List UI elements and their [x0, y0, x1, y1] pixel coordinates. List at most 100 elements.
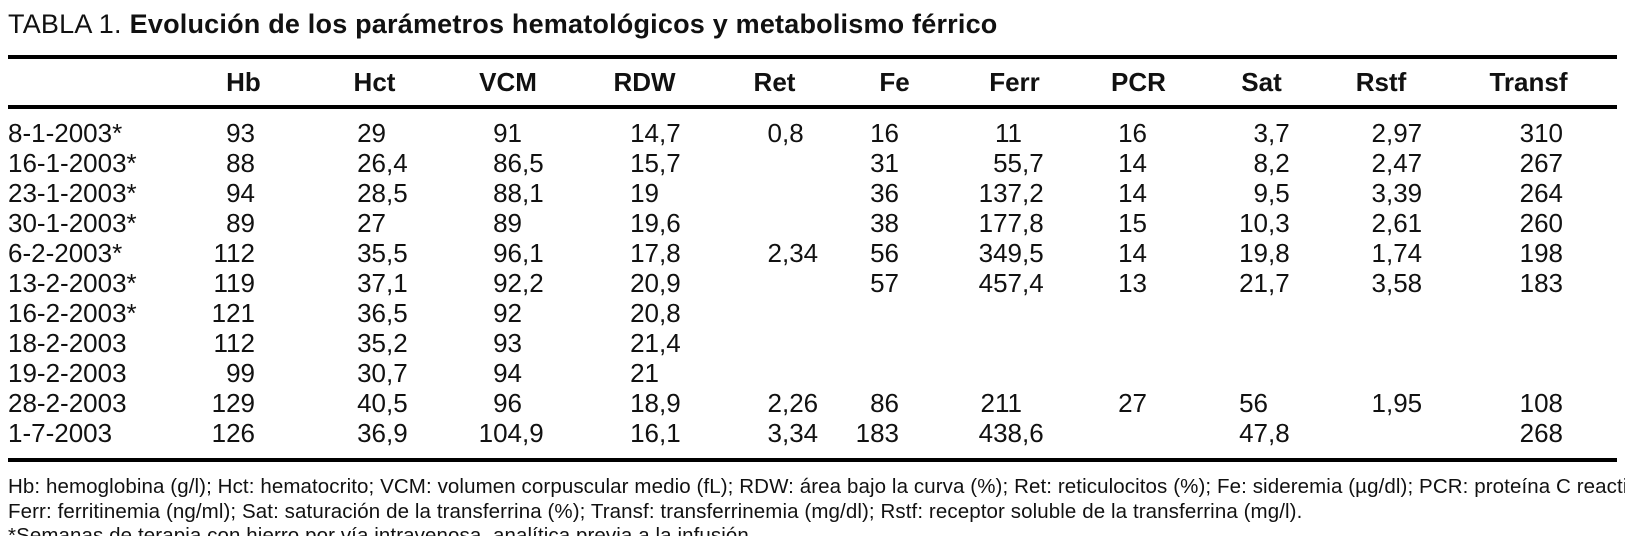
table-cell: 3,7 [1253, 118, 1290, 148]
row-label: 1-7-2003 [8, 418, 113, 448]
table-cell: 31 [870, 148, 899, 178]
header-row: Hb Hct VCM RDW Ret Fe Ferr PCR Sat Rstf Transf [8, 57, 1617, 109]
table-cell: 16 [1118, 118, 1147, 148]
table-cell [1076, 328, 1201, 358]
table-cell [1201, 358, 1322, 388]
table-cell: 19,8 [1239, 238, 1290, 268]
table-cell: 93 [226, 118, 255, 148]
table-row: 6-2-2003* 112 35,5 96,1 17,8 2,34 56 349,5 14 19,… [8, 238, 1617, 268]
table-cell: 86,5 [493, 148, 544, 178]
table-cell: 11 [995, 118, 1022, 148]
table-cell [1322, 418, 1440, 460]
table-cell: 14,7 [630, 118, 681, 148]
table-number-label: TABLA 1. [8, 9, 122, 39]
table-cell: 3,34 [767, 418, 819, 448]
table-cell: 19,6 [630, 208, 681, 238]
table-row: 8-1-2003* 93 29 91 14,7 0,8 16 11 16 3,7 2,97 310 [8, 107, 1617, 148]
table-cell: 13 [1118, 268, 1147, 298]
table-cell: 36,9 [357, 418, 408, 448]
table-cell: 2,34 [767, 238, 819, 268]
table-cell: 2,61 [1371, 208, 1423, 238]
table-cell: 96 [493, 388, 522, 418]
row-label: 16-1-2003* [8, 148, 137, 178]
table-cell: 121 [211, 298, 255, 328]
column-header-transf: Transf [1440, 57, 1617, 109]
table-cell: 94 [493, 358, 522, 388]
column-header-ret: Ret [713, 57, 836, 109]
row-label: 30-1-2003* [8, 208, 137, 238]
table-cell [1322, 298, 1440, 328]
row-label: 6-2-2003* [8, 238, 123, 268]
table-cell [1076, 418, 1201, 460]
table-cell: 9,5 [1253, 178, 1290, 208]
table-cell: 129 [211, 388, 255, 418]
table-cell: 112 [213, 238, 255, 268]
table-cell: 57 [870, 268, 899, 298]
table-cell: 55,7 [993, 148, 1044, 178]
column-header-ferr: Ferr [953, 57, 1076, 109]
table-cell [713, 298, 836, 328]
table-cell: 0,8 [767, 118, 804, 148]
data-table: Hb Hct VCM RDW Ret Fe Ferr PCR Sat Rstf Transf 8-1… [8, 55, 1617, 462]
table-body: 8-1-2003* 93 29 91 14,7 0,8 16 11 16 3,7 2,97 310 16… [8, 107, 1617, 460]
table-cell: 14 [1118, 238, 1147, 268]
table-cell [836, 328, 953, 358]
table-cell: 20,9 [630, 268, 681, 298]
table-cell: 36,5 [357, 298, 408, 328]
table-row: 13-2-2003* 119 37,1 92,2 20,9 57 457,4 13 21,7 3,… [8, 268, 1617, 298]
table-cell: 268 [1519, 418, 1563, 448]
table-cell: 40,5 [357, 388, 408, 418]
table-cell: 94 [226, 178, 255, 208]
table-cell [1201, 328, 1322, 358]
table-cell: 177,8 [978, 208, 1044, 238]
table-cell: 88,1 [493, 178, 544, 208]
table-cell: 56 [1239, 388, 1268, 418]
table-cell [713, 328, 836, 358]
row-label: 19-2-2003 [8, 358, 127, 388]
table-cell: 1,74 [1371, 238, 1423, 268]
table-cell: 18,9 [630, 388, 681, 418]
table-title: TABLA 1. Evolución de los parámetros hema… [8, 8, 1617, 40]
table-cell: 438,6 [978, 418, 1044, 448]
table-cell: 96,1 [493, 238, 544, 268]
row-label: 13-2-2003* [8, 268, 137, 298]
table-cell: 37,1 [357, 268, 408, 298]
table-cell: 3,58 [1371, 268, 1423, 298]
footnote-abbreviations-line-1: Hb: hemoglobina (g/l); Hct: hematocrito;… [8, 475, 1625, 498]
table-cell [713, 358, 836, 388]
table-cell [1440, 358, 1617, 388]
table-cell [1322, 358, 1440, 388]
table-row: 16-1-2003* 88 26,4 86,5 15,7 31 55,7 14 8,2 2,47 2… [8, 148, 1617, 178]
table-cell [953, 358, 1076, 388]
table-cell: 15 [1118, 208, 1147, 238]
table-cell [1440, 298, 1617, 328]
table-cell: 56 [870, 238, 899, 268]
table-cell: 104,9 [478, 418, 544, 448]
table-cell: 108 [1519, 388, 1563, 418]
table-cell: 126 [211, 418, 255, 448]
row-label: 23-1-2003* [8, 178, 137, 208]
table-cell: 267 [1519, 148, 1563, 178]
table-cell [713, 178, 836, 208]
table-header: Hb Hct VCM RDW Ret Fe Ferr PCR Sat Rstf Transf [8, 57, 1617, 109]
table-cell [713, 208, 836, 238]
row-label: 28-2-2003 [8, 388, 127, 418]
table-cell: 30,7 [357, 358, 408, 388]
column-header-rdw: RDW [576, 57, 713, 109]
table-cell: 14 [1118, 148, 1147, 178]
table-cell: 14 [1118, 178, 1147, 208]
table-cell: 89 [493, 208, 522, 238]
table-cell: 112 [213, 328, 255, 358]
table-cell: 21 [630, 358, 659, 388]
table-cell [1440, 328, 1617, 358]
table-cell: 91 [493, 118, 522, 148]
footnote-abbreviations-line-2: Ferr: ferritinemia (ng/ml); Sat: saturac… [8, 499, 1303, 523]
table-cell: 119 [213, 268, 255, 298]
table-cell: 310 [1519, 118, 1563, 148]
table-cell: 3,39 [1371, 178, 1423, 208]
table-cell: 16 [870, 118, 899, 148]
table-cell: 99 [226, 358, 255, 388]
table-row: 18-2-2003 112 35,2 93 21,4 [8, 328, 1617, 358]
row-label: 8-1-2003* [8, 118, 123, 148]
table-row: 19-2-2003 99 30,7 94 21 [8, 358, 1617, 388]
